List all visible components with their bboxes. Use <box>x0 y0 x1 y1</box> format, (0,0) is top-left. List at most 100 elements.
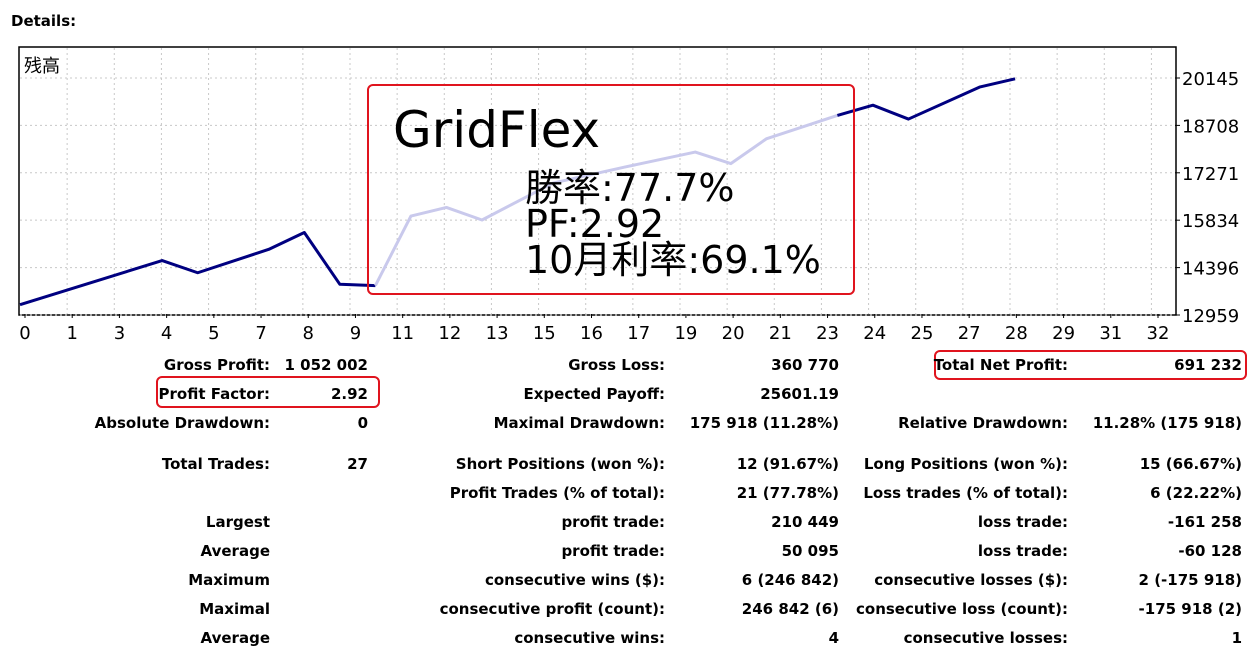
x-tick-label: 31 <box>1099 323 1122 344</box>
x-tick-label: 16 <box>580 323 603 344</box>
expected-payoff-label: Expected Payoff: <box>523 385 665 403</box>
x-tick-label: 0 <box>19 323 30 344</box>
x-tick-label: 24 <box>863 323 886 344</box>
details-title: Details: <box>11 12 77 30</box>
x-tick-label: 13 <box>486 323 509 344</box>
overlay-pf: PF:2.92 <box>525 202 665 246</box>
x-tick-label: 11 <box>391 323 414 344</box>
avg-consecutive-losses-value: 1 <box>1231 629 1242 647</box>
total-trades-value: 27 <box>347 455 368 473</box>
chart-series <box>19 77 1016 307</box>
loss-trades-label: Loss trades (% of total): <box>863 484 1068 502</box>
max-consecutive-wins-value: 6 (246 842) <box>741 571 839 589</box>
x-tick-label: 17 <box>627 323 650 344</box>
balance-chart: 0 1 3 4 5 7 8 9 11 12 13 15 16 17 19 20 21 23 24 25 27 28 29 31… <box>18 46 1239 344</box>
net-profit-label: Total Net Profit: <box>933 356 1068 374</box>
avg-consecutive-wins-label: consecutive wins: <box>514 629 665 647</box>
max-consecutive-losses-value: 2 (-175 918) <box>1138 571 1242 589</box>
y-tick-label: 17271 <box>1182 164 1239 185</box>
profit-factor-highlight <box>156 376 380 408</box>
y-tick-label: 20145 <box>1182 69 1239 90</box>
overlay-win-rate: 勝率:77.7% <box>525 166 735 210</box>
profit-factor-label: Profit Factor: <box>158 385 270 403</box>
absolute-drawdown-label: Absolute Drawdown: <box>94 414 270 432</box>
maximal-consecutive-profit-value: 246 842 (6) <box>741 600 839 618</box>
gross-profit-label: Gross Profit: <box>163 356 270 374</box>
y-tick-label: 14396 <box>1182 259 1239 280</box>
profit-trades-value: 21 (77.78%) <box>736 484 839 502</box>
x-tick-label: 9 <box>350 323 361 344</box>
y-tick-label: 12959 <box>1182 306 1239 327</box>
overlay-ea-name: GridFlex <box>393 101 601 159</box>
net-profit-value: 691 232 <box>1174 356 1242 374</box>
x-tick-label: 20 <box>722 323 745 344</box>
average-profit-label: profit trade: <box>561 542 665 560</box>
x-tick-label: 3 <box>114 323 125 344</box>
plot-area <box>18 46 1177 316</box>
average-consecutive-label: Average <box>200 629 270 647</box>
total-trades-label: Total Trades: <box>161 455 270 473</box>
balance-series-segment-3 <box>836 77 1016 121</box>
gross-loss-label: Gross Loss: <box>568 356 665 374</box>
relative-drawdown-value: 11.28% (175 918) <box>1092 414 1242 432</box>
maximal-drawdown-value: 175 918 (11.28%) <box>689 414 839 432</box>
average-loss-label: loss trade: <box>977 542 1068 560</box>
maximal-consecutive-loss-value: -175 918 (2) <box>1138 600 1242 618</box>
x-tick-label: 28 <box>1005 323 1028 344</box>
maximal-drawdown-label: Maximal Drawdown: <box>493 414 665 432</box>
y-axis-ticks: 20145 18708 17271 15834 14396 12959 <box>1175 69 1239 327</box>
x-tick-label: 5 <box>208 323 219 344</box>
x-tick-label: 4 <box>161 323 172 344</box>
net-profit-highlight <box>934 350 1247 380</box>
avg-consecutive-losses-label: consecutive losses: <box>903 629 1068 647</box>
x-tick-label: 23 <box>816 323 839 344</box>
average-profit-value: 50 095 <box>781 542 839 560</box>
loss-trades-value: 6 (22.22%) <box>1150 484 1242 502</box>
balance-series-segment-1 <box>19 231 376 307</box>
average-loss-value: -60 128 <box>1178 542 1242 560</box>
short-positions-value: 12 (91.67%) <box>736 455 839 473</box>
x-tick-label: 7 <box>255 323 266 344</box>
x-axis-ticks: 0 1 3 4 5 7 8 9 11 12 13 15 16 17 19 20 21 23 24 25 27 28 29 31… <box>19 314 1169 344</box>
maximal-consecutive-loss-label: consecutive loss (count): <box>856 600 1068 618</box>
largest-loss-value: -161 258 <box>1167 513 1242 531</box>
profit-factor-value: 2.92 <box>330 385 368 403</box>
short-positions-label: Short Positions (won %): <box>455 455 665 473</box>
chart-grid <box>20 48 1175 316</box>
x-tick-label: 32 <box>1147 323 1170 344</box>
maximal-label: Maximal <box>199 600 270 618</box>
y-tick-label: 15834 <box>1182 211 1239 232</box>
balance-series-segment-2 <box>374 114 838 287</box>
maximum-label: Maximum <box>188 571 270 589</box>
summary-overlay: GridFlex 勝率:77.7% PF:2.92 10月利率:69.1% <box>367 84 855 295</box>
relative-drawdown-label: Relative Drawdown: <box>898 414 1068 432</box>
profit-trades-label: Profit Trades (% of total): <box>449 484 665 502</box>
absolute-drawdown-value: 0 <box>357 414 368 432</box>
x-tick-label: 25 <box>911 323 934 344</box>
gross-profit-value: 1 052 002 <box>284 356 368 374</box>
x-tick-label: 15 <box>533 323 556 344</box>
x-tick-label: 29 <box>1052 323 1075 344</box>
largest-label: Largest <box>205 513 270 531</box>
overlay-oct-rate: 10月利率:69.1% <box>525 238 821 282</box>
avg-consecutive-wins-value: 4 <box>828 629 839 647</box>
x-tick-label: 21 <box>769 323 792 344</box>
largest-loss-label: loss trade: <box>977 513 1068 531</box>
largest-profit-value: 210 449 <box>771 513 839 531</box>
average-label: Average <box>200 542 270 560</box>
long-positions-label: Long Positions (won %): <box>863 455 1068 473</box>
x-tick-label: 27 <box>958 323 981 344</box>
maximal-consecutive-profit-label: consecutive profit (count): <box>439 600 665 618</box>
max-consecutive-losses-label: consecutive losses ($): <box>874 571 1068 589</box>
x-tick-label: 12 <box>438 323 461 344</box>
expected-payoff-value: 25601.19 <box>760 385 839 403</box>
x-tick-label: 1 <box>66 323 77 344</box>
gross-loss-value: 360 770 <box>771 356 839 374</box>
chart-title: 残高 <box>24 56 60 77</box>
largest-profit-label: profit trade: <box>561 513 665 531</box>
y-tick-label: 18708 <box>1182 116 1239 137</box>
x-tick-label: 8 <box>303 323 314 344</box>
max-consecutive-wins-label: consecutive wins ($): <box>484 571 665 589</box>
x-tick-label: 19 <box>674 323 697 344</box>
long-positions-value: 15 (66.67%) <box>1139 455 1242 473</box>
